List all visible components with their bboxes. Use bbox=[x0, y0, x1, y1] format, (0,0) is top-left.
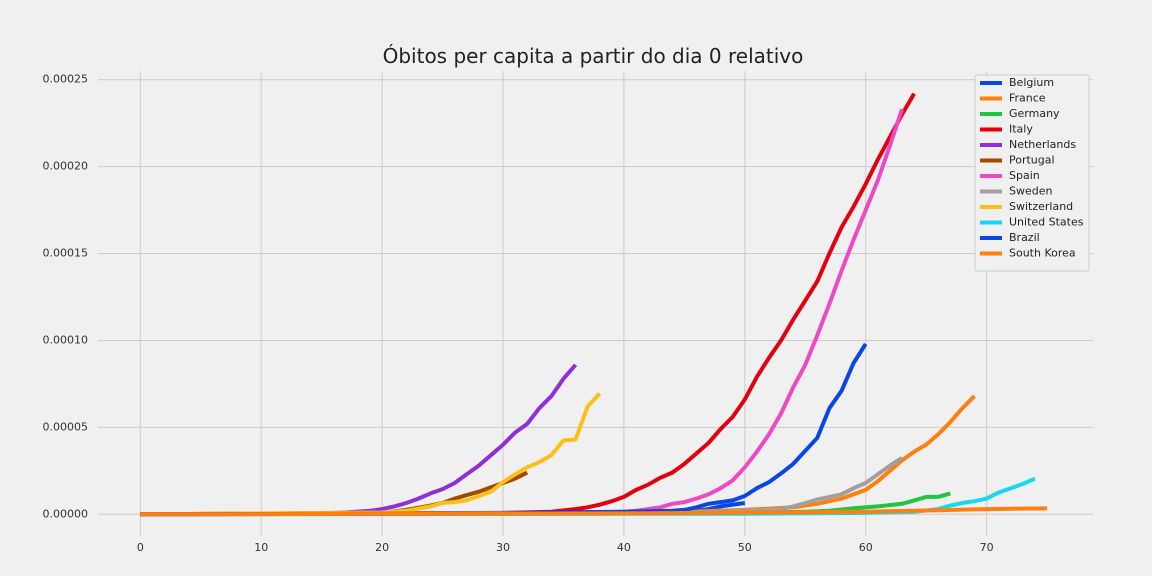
x-tick-label: 60 bbox=[859, 541, 873, 554]
series-line-italy bbox=[140, 92, 916, 517]
x-tick-label: 30 bbox=[496, 541, 510, 554]
legend-label-belgium: Belgium bbox=[1009, 76, 1054, 89]
legend-label-italy: Italy bbox=[1009, 123, 1033, 136]
legend-label-brazil: Brazil bbox=[1009, 231, 1040, 244]
y-tick-label: 0.00005 bbox=[43, 420, 89, 433]
legend-label-france: France bbox=[1009, 92, 1046, 105]
chart-title: Óbitos per capita a partir do dia 0 rela… bbox=[383, 44, 804, 68]
axis-ticks: 0 10 20 30 40 50 60 70 0.00000 0.00005 0.00010 0.00… bbox=[43, 73, 994, 554]
x-tick-label: 0 bbox=[137, 541, 144, 554]
y-tick-label: 0.00000 bbox=[43, 507, 89, 520]
legend-box bbox=[974, 74, 1090, 272]
legend-label-netherlands: Netherlands bbox=[1009, 138, 1076, 151]
legend-label-spain: Spain bbox=[1009, 169, 1040, 182]
y-tick-label: 0.00025 bbox=[43, 73, 89, 86]
x-tick-label: 70 bbox=[980, 541, 994, 554]
x-tick-label: 20 bbox=[375, 541, 389, 554]
legend: Belgium France Germany Italy Netherlands Port… bbox=[974, 74, 1090, 272]
x-tick-label: 40 bbox=[617, 541, 631, 554]
y-tick-label: 0.00015 bbox=[43, 247, 89, 260]
legend-label-portugal: Portugal bbox=[1009, 154, 1055, 167]
legend-label-south-korea: South Korea bbox=[1009, 247, 1076, 260]
series-line-switzerland bbox=[140, 392, 602, 517]
y-tick-label: 0.00020 bbox=[43, 160, 89, 173]
y-tick-label: 0.00010 bbox=[43, 333, 89, 346]
x-tick-label: 10 bbox=[254, 541, 268, 554]
series-line-south-korea bbox=[140, 506, 1048, 517]
series-line-spain bbox=[140, 108, 904, 517]
legend-label-sweden: Sweden bbox=[1009, 185, 1052, 198]
series-line-netherlands bbox=[140, 363, 578, 517]
x-tick-label: 50 bbox=[738, 541, 752, 554]
legend-label-united-states: United States bbox=[1009, 216, 1084, 229]
legend-label-germany: Germany bbox=[1009, 107, 1060, 120]
series-layer bbox=[140, 92, 1048, 517]
legend-label-switzerland: Switzerland bbox=[1009, 200, 1073, 213]
